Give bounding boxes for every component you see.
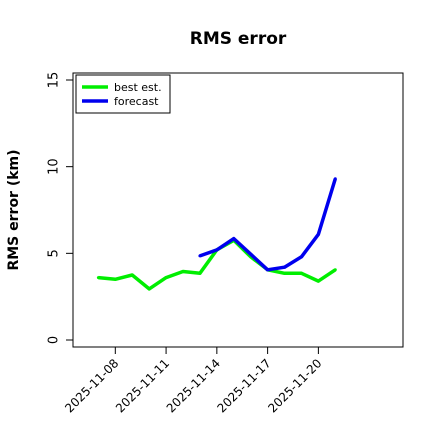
- legend: best est. forecast: [75, 74, 171, 114]
- x-tick-label: 2025-11-17: [215, 356, 274, 415]
- y-tick-label: 5: [47, 249, 62, 257]
- plot-frame: [72, 72, 404, 348]
- y-tick-label: 15: [47, 72, 62, 89]
- data-point-best-est: [147, 287, 151, 291]
- data-point-best-est: [113, 277, 117, 281]
- x-tick-label: 2025-11-14: [164, 356, 223, 415]
- y-tick-label: 0: [47, 336, 62, 344]
- legend-label-best-est: best est.: [114, 81, 162, 94]
- data-point-forecast: [266, 268, 270, 272]
- data-point-forecast: [198, 254, 202, 258]
- series-line-best-est: [98, 238, 337, 291]
- chart-title: RMS error: [190, 29, 287, 49]
- data-point-best-est: [198, 271, 202, 275]
- y-tick-label: 10: [47, 158, 62, 175]
- x-tick-label: 2025-11-11: [113, 356, 172, 415]
- data-point-best-est: [164, 276, 168, 280]
- data-point-forecast: [215, 248, 219, 252]
- y-axis-label: RMS error (km): [6, 149, 22, 270]
- legend-box: [75, 74, 171, 114]
- data-lines: [96, 177, 337, 291]
- data-point-forecast: [283, 265, 286, 269]
- series-line-forecast: [199, 178, 337, 272]
- data-point-forecast: [249, 252, 253, 256]
- data-point-forecast: [232, 237, 236, 241]
- data-point-best-est: [96, 276, 100, 280]
- data-point-forecast: [300, 255, 303, 259]
- legend-label-forecast: forecast: [114, 95, 159, 108]
- data-point-best-est: [333, 268, 337, 272]
- x-tick-label: 2025-11-20: [265, 356, 324, 415]
- data-point-forecast: [333, 177, 337, 181]
- data-point-best-est: [130, 273, 134, 277]
- data-point-best-est: [300, 271, 303, 275]
- x-tick-label: 2025-11-08: [62, 356, 121, 415]
- data-point-best-est: [316, 279, 320, 283]
- data-point-best-est: [181, 270, 185, 273]
- data-point-best-est: [283, 271, 286, 275]
- data-point-forecast: [316, 232, 320, 236]
